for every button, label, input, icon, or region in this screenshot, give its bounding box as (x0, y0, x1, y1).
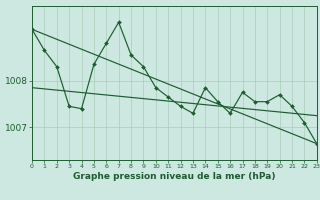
X-axis label: Graphe pression niveau de la mer (hPa): Graphe pression niveau de la mer (hPa) (73, 172, 276, 181)
